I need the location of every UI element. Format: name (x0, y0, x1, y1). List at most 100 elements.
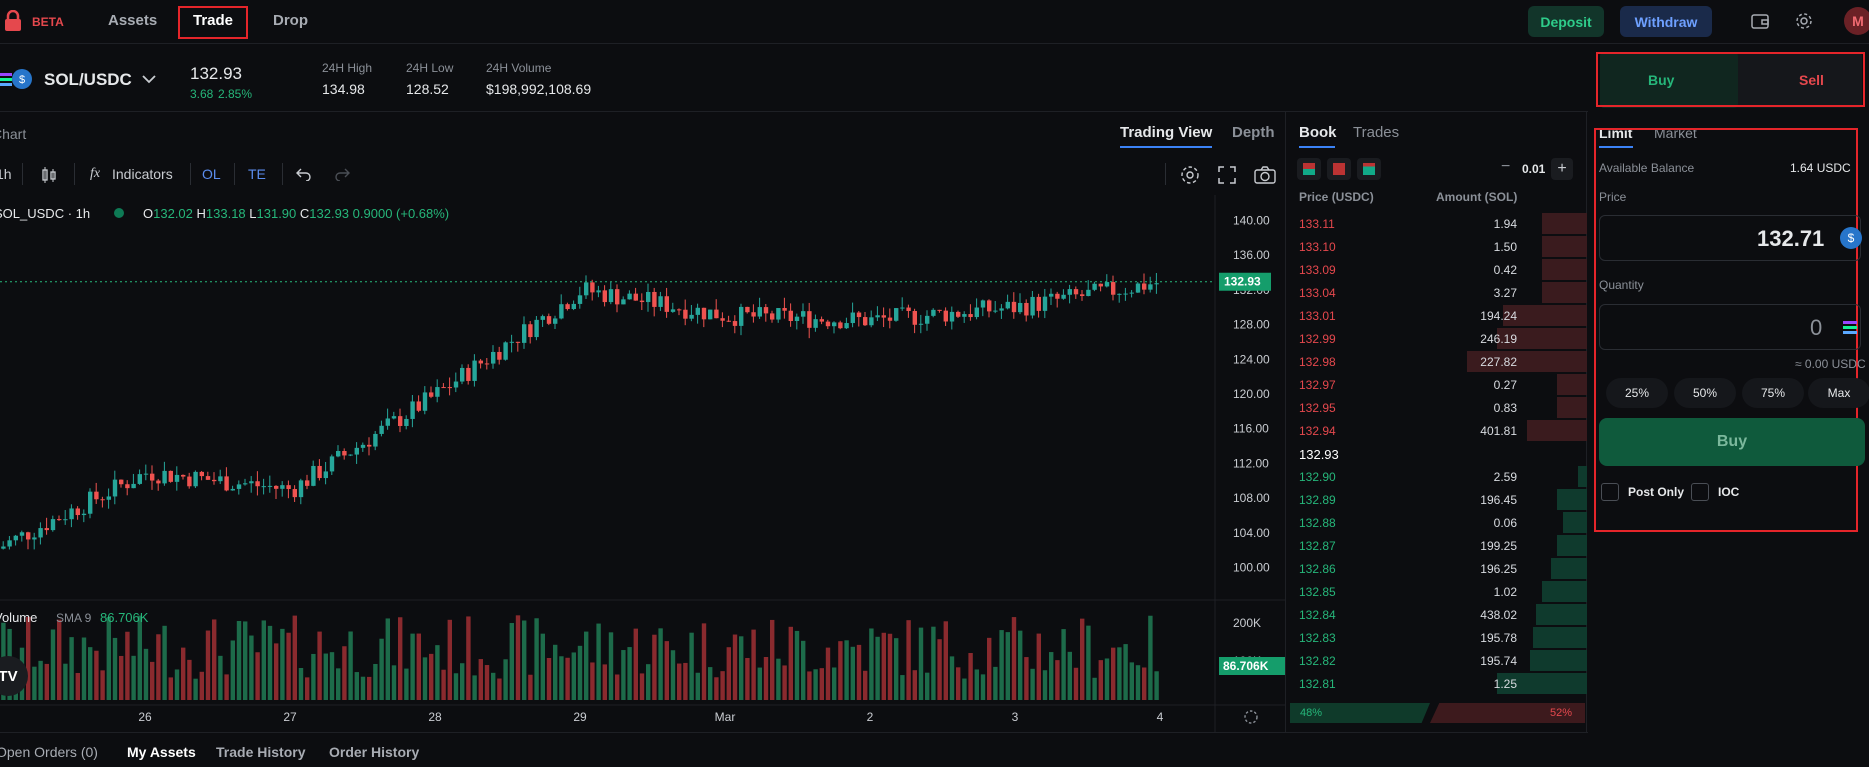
post-only-checkbox[interactable] (1601, 483, 1619, 501)
ol-button[interactable]: OL (202, 166, 221, 182)
depth-bar (1503, 305, 1587, 326)
bid-row[interactable]: 132.87 199.25 (1287, 534, 1587, 557)
interval-select[interactable]: 1h (0, 166, 12, 182)
candle-body (757, 307, 762, 317)
candle-body (968, 314, 973, 318)
function-icon[interactable]: fx (90, 166, 101, 181)
divider (22, 163, 23, 185)
pct-75-button[interactable]: 75% (1742, 378, 1804, 408)
avatar[interactable]: M (1844, 7, 1869, 35)
ask-row[interactable]: 132.95 0.83 (1287, 396, 1587, 419)
sell-tab[interactable]: Sell (1799, 72, 1824, 88)
bid-row[interactable]: 132.84 438.02 (1287, 603, 1587, 626)
available-value: 1.64 USDC (1790, 161, 1851, 175)
nav-assets[interactable]: Assets (108, 12, 158, 29)
volume-bar (1154, 671, 1159, 700)
bid-row[interactable]: 132.86 196.25 (1287, 557, 1587, 580)
volume-legend-label: Volume (0, 610, 38, 625)
tick-decrease-icon[interactable]: − (1501, 158, 1511, 175)
chart-settings-icon[interactable] (1180, 165, 1200, 185)
tab-depth[interactable]: Depth (1232, 124, 1275, 141)
tradingview-logo[interactable]: TV (0, 656, 28, 696)
volume-bar (1049, 652, 1054, 700)
tab-trade-history[interactable]: Trade History (216, 744, 306, 760)
volume-bar (292, 615, 297, 700)
ask-row[interactable]: 132.94 401.81 (1287, 419, 1587, 442)
quantity-input[interactable] (1599, 304, 1861, 350)
nav-drop[interactable]: Drop (273, 12, 308, 29)
bottom-tabs (0, 732, 1588, 767)
ask-row[interactable]: 133.04 3.27 (1287, 281, 1587, 304)
candle-body (174, 474, 180, 482)
book-rows: 133.11 1.94 133.10 1.50 133.09 0.42 133.04 3.27… (1287, 212, 1587, 700)
buy-tab[interactable]: Buy (1648, 72, 1675, 88)
tab-trades[interactable]: Trades (1353, 124, 1400, 141)
candle-body (224, 476, 229, 491)
candle-body (1011, 301, 1017, 313)
row-price: 132.84 (1299, 608, 1336, 622)
ask-row[interactable]: 132.97 0.27 (1287, 373, 1587, 396)
gear-icon[interactable] (1795, 12, 1813, 30)
candle-body (980, 300, 986, 308)
candle-body (838, 322, 843, 329)
axis-settings-icon[interactable] (1244, 710, 1258, 724)
bid-row[interactable]: 132.81 1.25 (1287, 672, 1587, 695)
ask-row[interactable]: 133.09 0.42 (1287, 258, 1587, 281)
tab-order-history[interactable]: Order History (329, 744, 420, 760)
candles-icon[interactable] (40, 166, 58, 184)
volume-bar (906, 620, 911, 700)
volume-bar (974, 669, 979, 700)
wallet-icon[interactable] (1751, 13, 1769, 29)
bid-row[interactable]: 132.82 195.74 (1287, 649, 1587, 672)
bid-row[interactable]: 132.89 196.45 (1287, 488, 1587, 511)
candle-body (627, 293, 632, 300)
quantity-value[interactable]: 0 (1810, 315, 1823, 340)
te-button[interactable]: TE (248, 166, 266, 182)
bid-row[interactable]: 132.85 1.02 (1287, 580, 1587, 603)
tab-open-orders[interactable]: Open Orders (0) (0, 744, 98, 760)
price-tick-label: 104.00 (1233, 526, 1270, 540)
bid-row[interactable]: 132.90 2.59 (1287, 465, 1587, 488)
pair-name[interactable]: SOL/USDC (44, 70, 132, 89)
ask-row[interactable]: 133.11 1.94 (1287, 212, 1587, 235)
tick-increase-icon[interactable]: + (1551, 158, 1573, 180)
tab-book[interactable]: Book (1299, 124, 1337, 141)
volume-bar (776, 658, 781, 700)
row-amount: 196.25 (1480, 562, 1517, 576)
price-tick-label: 112.00 (1233, 456, 1269, 470)
volume-bar (199, 671, 204, 700)
tab-my-assets[interactable]: My Assets (127, 744, 196, 760)
camera-icon[interactable] (1254, 166, 1276, 184)
bid-row[interactable]: 132.83 195.78 (1287, 626, 1587, 649)
ask-row[interactable]: 133.10 1.50 (1287, 235, 1587, 258)
volume-bar (565, 657, 570, 700)
submit-buy-button[interactable]: Buy (1599, 418, 1865, 466)
chevron-down-icon[interactable] (142, 74, 156, 84)
candle-body (639, 300, 645, 303)
nav-trade[interactable]: Trade (193, 12, 234, 29)
tab-trading-view[interactable]: Trading View (1120, 124, 1213, 141)
lock-logo-icon[interactable] (4, 10, 22, 32)
ioc-checkbox[interactable] (1691, 483, 1709, 501)
withdraw-button[interactable]: Withdraw (1620, 6, 1712, 37)
candle-body (850, 312, 855, 324)
pct-max-button[interactable]: Max (1808, 378, 1869, 408)
redo-icon[interactable] (334, 167, 350, 181)
pct-25-button[interactable]: 25% (1606, 378, 1668, 408)
ask-row[interactable]: 133.01 194.24 (1287, 304, 1587, 327)
ask-row[interactable]: 132.99 246.19 (1287, 327, 1587, 350)
indicators-button[interactable]: Indicators (112, 166, 173, 182)
fullscreen-icon[interactable] (1218, 166, 1236, 184)
deposit-button[interactable]: Deposit (1528, 6, 1604, 37)
bid-row[interactable]: 132.88 0.06 (1287, 511, 1587, 534)
price-value[interactable]: 132.71 (1757, 226, 1825, 251)
candle-body (212, 479, 217, 482)
candle-body (1, 546, 6, 549)
ask-row[interactable]: 132.98 227.82 (1287, 350, 1587, 373)
price-chart[interactable]: 140.00136.00132.00128.00124.00120.00116.… (0, 195, 1286, 732)
depth-bar (1557, 489, 1587, 510)
x-tick-label: 27 (283, 710, 297, 724)
pct-50-button[interactable]: 50% (1674, 378, 1736, 408)
undo-icon[interactable] (296, 167, 312, 181)
candle-body (503, 342, 508, 360)
